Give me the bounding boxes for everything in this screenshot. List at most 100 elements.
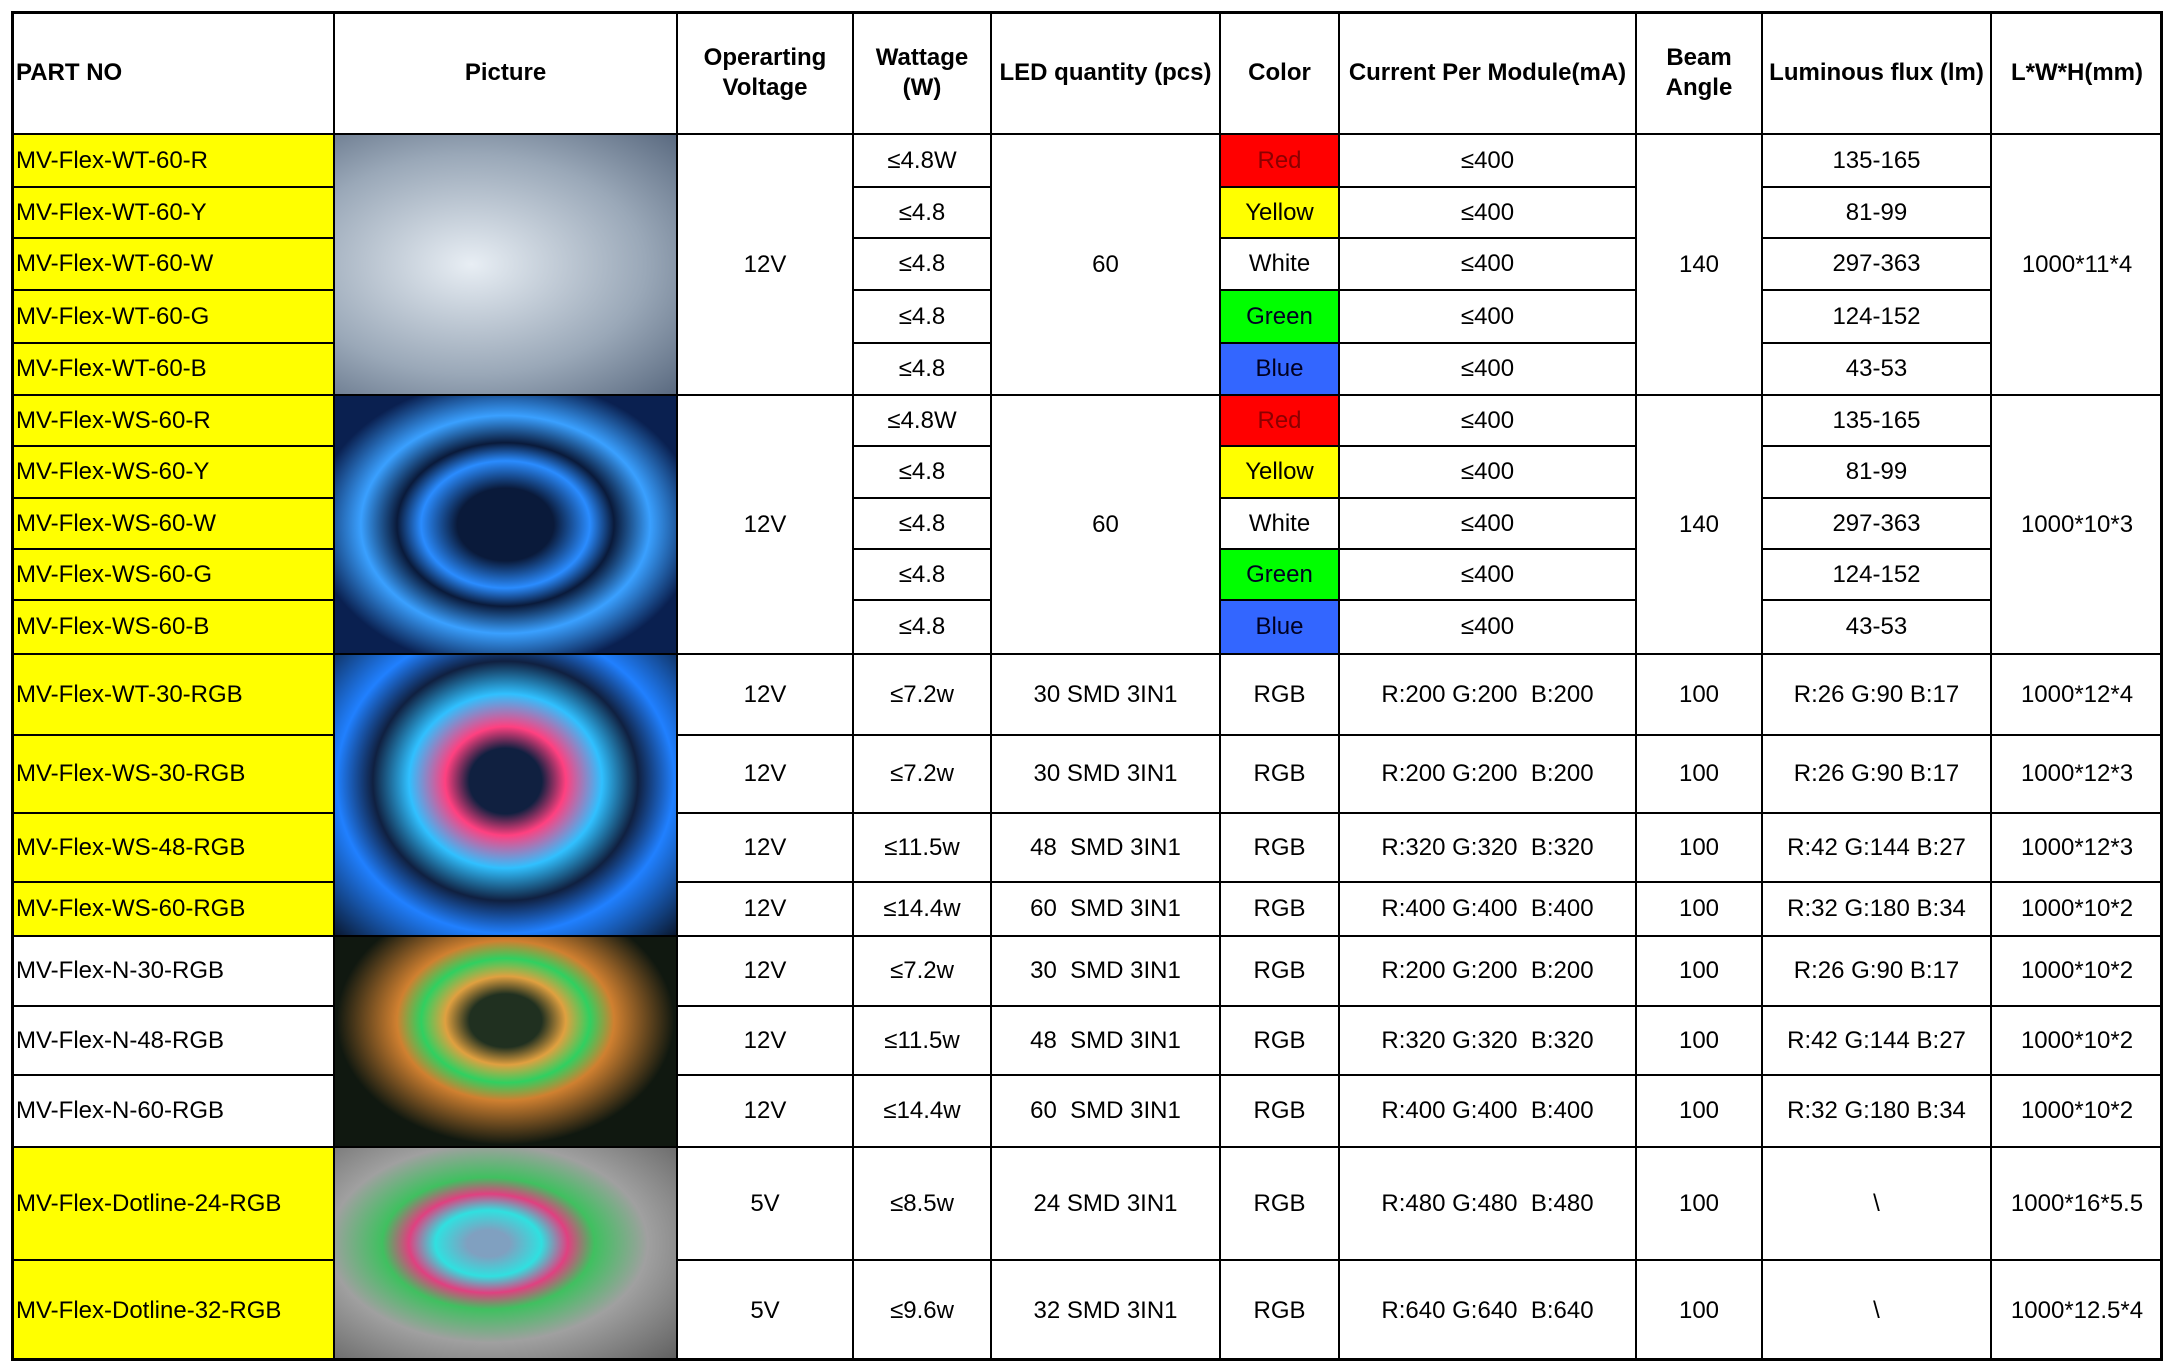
column-header: Beam Angle xyxy=(1636,11,1762,134)
flux: R:26 G:90 B:17 xyxy=(1762,654,1991,735)
led-quantity: 48 SMD 3IN1 xyxy=(991,1006,1220,1075)
voltage: 5V xyxy=(677,1260,853,1361)
part-no: MV-Flex-WS-60-B xyxy=(11,600,334,654)
wattage: ≤4.8 xyxy=(853,290,991,343)
part-no: MV-Flex-N-48-RGB xyxy=(11,1006,334,1075)
part-no: MV-Flex-WS-60-Y xyxy=(11,446,334,498)
color: White xyxy=(1220,498,1339,549)
flux: 124-152 xyxy=(1762,549,1991,600)
flux: R:32 G:180 B:34 xyxy=(1762,1075,1991,1147)
current: R:320 G:320 B:320 xyxy=(1339,1006,1636,1075)
wattage: ≤14.4w xyxy=(853,882,991,936)
product-picture xyxy=(334,654,677,936)
wattage: ≤4.8 xyxy=(853,343,991,395)
dimensions: 1000*10*2 xyxy=(1991,936,2163,1006)
led-quantity: 60 xyxy=(991,134,1220,395)
current: R:400 G:400 B:400 xyxy=(1339,1075,1636,1147)
dimensions: 1000*10*2 xyxy=(1991,882,2163,936)
wattage: ≤7.2w xyxy=(853,654,991,735)
wattage: ≤4.8 xyxy=(853,600,991,654)
color: Blue xyxy=(1220,600,1339,654)
voltage: 12V xyxy=(677,654,853,735)
current: ≤400 xyxy=(1339,446,1636,498)
color: Red xyxy=(1220,134,1339,187)
current: ≤400 xyxy=(1339,238,1636,290)
color: Green xyxy=(1220,290,1339,343)
flux: 81-99 xyxy=(1762,187,1991,238)
current: R:400 G:400 B:400 xyxy=(1339,882,1636,936)
color: Green xyxy=(1220,549,1339,600)
current: ≤400 xyxy=(1339,187,1636,238)
flux: 297-363 xyxy=(1762,498,1991,549)
dimensions: 1000*10*3 xyxy=(1991,395,2163,654)
column-header: LED quantity (pcs) xyxy=(991,11,1220,134)
flux: \ xyxy=(1762,1260,1991,1361)
current: R:200 G:200 B:200 xyxy=(1339,735,1636,813)
flux: R:32 G:180 B:34 xyxy=(1762,882,1991,936)
part-no: MV-Flex-WS-60-R xyxy=(11,395,334,446)
wattage: ≤4.8 xyxy=(853,446,991,498)
dimensions: 1000*16*5.5 xyxy=(1991,1147,2163,1260)
beam-angle: 100 xyxy=(1636,1006,1762,1075)
product-picture xyxy=(334,936,677,1147)
dimensions: 1000*12*3 xyxy=(1991,813,2163,882)
color: RGB xyxy=(1220,813,1339,882)
current: R:320 G:320 B:320 xyxy=(1339,813,1636,882)
flux: R:26 G:90 B:17 xyxy=(1762,936,1991,1006)
part-no: MV-Flex-WS-48-RGB xyxy=(11,813,334,882)
beam-angle: 100 xyxy=(1636,1147,1762,1260)
dimensions: 1000*12.5*4 xyxy=(1991,1260,2163,1361)
product-picture xyxy=(334,134,677,395)
flux: R:42 G:144 B:27 xyxy=(1762,1006,1991,1075)
voltage: 12V xyxy=(677,882,853,936)
part-no: MV-Flex-WT-60-R xyxy=(11,134,334,187)
beam-angle: 140 xyxy=(1636,134,1762,395)
color: White xyxy=(1220,238,1339,290)
dimensions: 1000*12*4 xyxy=(1991,654,2163,735)
current: ≤400 xyxy=(1339,498,1636,549)
part-no: MV-Flex-N-30-RGB xyxy=(11,936,334,1006)
column-header: Current Per Module(mA) xyxy=(1339,11,1636,134)
color: RGB xyxy=(1220,882,1339,936)
flux: 43-53 xyxy=(1762,600,1991,654)
flux: 135-165 xyxy=(1762,134,1991,187)
led-quantity: 60 SMD 3IN1 xyxy=(991,1075,1220,1147)
voltage: 12V xyxy=(677,134,853,395)
beam-angle: 100 xyxy=(1636,882,1762,936)
current: ≤400 xyxy=(1339,600,1636,654)
wattage: ≤9.6w xyxy=(853,1260,991,1361)
wattage: ≤4.8 xyxy=(853,187,991,238)
flux: 135-165 xyxy=(1762,395,1991,446)
beam-angle: 100 xyxy=(1636,1075,1762,1147)
color: Yellow xyxy=(1220,187,1339,238)
voltage: 12V xyxy=(677,735,853,813)
dimensions: 1000*10*2 xyxy=(1991,1006,2163,1075)
flux: 43-53 xyxy=(1762,343,1991,395)
dimensions: 1000*11*4 xyxy=(1991,134,2163,395)
product-picture xyxy=(334,395,677,654)
led-quantity: 30 SMD 3IN1 xyxy=(991,936,1220,1006)
current: ≤400 xyxy=(1339,134,1636,187)
led-quantity: 30 SMD 3IN1 xyxy=(991,735,1220,813)
part-no: MV-Flex-WS-60-G xyxy=(11,549,334,600)
current: R:640 G:640 B:640 xyxy=(1339,1260,1636,1361)
part-no: MV-Flex-WT-60-W xyxy=(11,238,334,290)
part-no: MV-Flex-Dotline-32-RGB xyxy=(11,1260,334,1361)
color: RGB xyxy=(1220,654,1339,735)
color: RGB xyxy=(1220,1006,1339,1075)
led-quantity: 32 SMD 3IN1 xyxy=(991,1260,1220,1361)
color: RGB xyxy=(1220,1075,1339,1147)
beam-angle: 100 xyxy=(1636,735,1762,813)
column-header: L*W*H(mm) xyxy=(1991,11,2163,134)
dimensions: 1000*10*2 xyxy=(1991,1075,2163,1147)
wattage: ≤4.8W xyxy=(853,134,991,187)
current: ≤400 xyxy=(1339,343,1636,395)
current: R:200 G:200 B:200 xyxy=(1339,936,1636,1006)
wattage: ≤14.4w xyxy=(853,1075,991,1147)
voltage: 5V xyxy=(677,1147,853,1260)
beam-angle: 100 xyxy=(1636,654,1762,735)
current: ≤400 xyxy=(1339,290,1636,343)
current: R:480 G:480 B:480 xyxy=(1339,1147,1636,1260)
current: R:200 G:200 B:200 xyxy=(1339,654,1636,735)
